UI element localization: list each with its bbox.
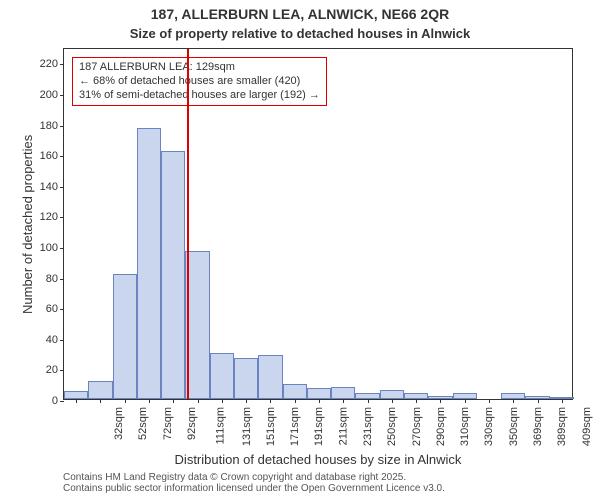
x-tick-label: 389sqm (556, 407, 568, 446)
x-tick-mark (270, 399, 271, 403)
y-tick-mark (60, 126, 64, 127)
y-tick-mark (60, 309, 64, 310)
x-tick-mark (246, 399, 247, 403)
bar (283, 384, 307, 399)
x-tick-label: 350sqm (508, 407, 520, 446)
x-tick-mark (149, 399, 150, 403)
x-tick-label: 310sqm (459, 407, 471, 446)
x-tick-label: 32sqm (113, 407, 125, 440)
x-tick-mark (222, 399, 223, 403)
footer-attribution: Contains HM Land Registry data © Crown c… (63, 472, 445, 494)
x-tick-mark (489, 399, 490, 403)
x-tick-label: 72sqm (162, 407, 174, 440)
x-tick-mark (513, 399, 514, 403)
x-tick-mark (343, 399, 344, 403)
bar (88, 381, 112, 399)
x-tick-mark (368, 399, 369, 403)
bar (137, 128, 161, 399)
y-tick-mark (60, 279, 64, 280)
bar (64, 391, 88, 399)
x-tick-mark (416, 399, 417, 403)
x-tick-mark (538, 399, 539, 403)
x-tick-label: 250sqm (386, 407, 398, 446)
x-tick-label: 270sqm (411, 407, 423, 446)
bar (234, 358, 258, 399)
bar (331, 387, 355, 399)
y-tick-mark (60, 340, 64, 341)
x-tick-label: 330sqm (484, 407, 496, 446)
y-tick-mark (60, 217, 64, 218)
x-tick-mark (465, 399, 466, 403)
x-tick-mark (295, 399, 296, 403)
bar (210, 353, 234, 399)
annotation-line-2: ← 68% of detached houses are smaller (42… (79, 75, 320, 89)
bar (161, 151, 185, 399)
x-tick-mark (100, 399, 101, 403)
plot-area: 187 ALLERBURN LEA: 129sqm ← 68% of detac… (63, 48, 573, 400)
annotation-box: 187 ALLERBURN LEA: 129sqm ← 68% of detac… (72, 57, 327, 106)
x-tick-label: 290sqm (435, 407, 447, 446)
x-tick-label: 92sqm (186, 407, 198, 440)
x-tick-label: 369sqm (532, 407, 544, 446)
x-tick-label: 151sqm (265, 407, 277, 446)
y-tick-mark (60, 187, 64, 188)
x-tick-label: 131sqm (241, 407, 253, 446)
property-marker-line (187, 49, 189, 399)
x-axis-label: Distribution of detached houses by size … (63, 452, 573, 467)
bar (380, 390, 404, 399)
bar (258, 355, 282, 399)
annotation-line-3: 31% of semi-detached houses are larger (… (79, 89, 320, 103)
x-tick-mark (392, 399, 393, 403)
y-tick-mark (60, 64, 64, 65)
chart-root: 187, ALLERBURN LEA, ALNWICK, NE66 2QR Si… (0, 0, 600, 500)
annotation-line-1: 187 ALLERBURN LEA: 129sqm (79, 61, 320, 75)
y-tick-mark (60, 370, 64, 371)
x-tick-mark (173, 399, 174, 403)
y-tick-mark (60, 401, 64, 402)
x-tick-label: 191sqm (314, 407, 326, 446)
x-tick-label: 171sqm (289, 407, 301, 446)
chart-title: 187, ALLERBURN LEA, ALNWICK, NE66 2QR (0, 6, 600, 22)
y-tick-mark (60, 248, 64, 249)
chart-subtitle: Size of property relative to detached ho… (0, 26, 600, 41)
bar (113, 274, 137, 399)
x-tick-label: 211sqm (337, 407, 349, 445)
x-tick-mark (440, 399, 441, 403)
x-tick-mark (125, 399, 126, 403)
x-tick-mark (319, 399, 320, 403)
bar (185, 251, 209, 399)
y-tick-mark (60, 95, 64, 96)
x-tick-mark (76, 399, 77, 403)
x-tick-mark (198, 399, 199, 403)
x-tick-label: 111sqm (215, 407, 227, 445)
bar (307, 388, 331, 399)
x-tick-label: 52sqm (137, 407, 149, 440)
y-axis-label: Number of detached properties (20, 135, 35, 314)
x-tick-mark (562, 399, 563, 403)
x-tick-label: 231sqm (362, 407, 374, 446)
y-tick-mark (60, 156, 64, 157)
x-tick-label: 409sqm (581, 407, 593, 446)
